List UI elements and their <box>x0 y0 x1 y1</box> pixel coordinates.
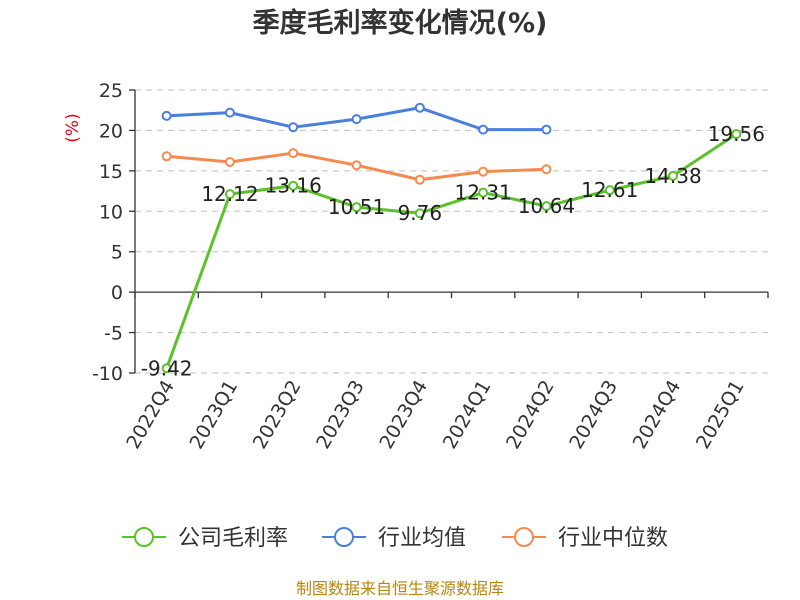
data-point[interactable] <box>351 160 362 171</box>
data-point[interactable] <box>478 124 489 135</box>
grid-lines <box>135 89 768 374</box>
data-point[interactable] <box>478 187 489 198</box>
data-point[interactable] <box>288 122 299 133</box>
data-point[interactable] <box>668 170 679 181</box>
x-tick-label: 2025Q1 <box>692 377 749 453</box>
data-label: 12.31 <box>455 181 512 205</box>
y-tick-label: 20 <box>99 120 123 142</box>
data-point[interactable] <box>351 114 362 125</box>
series-line <box>165 132 738 369</box>
y-tick-label: 10 <box>99 201 123 223</box>
y-axis-label: (%) <box>63 113 83 142</box>
data-point[interactable] <box>288 180 299 191</box>
x-tick-label: 2023Q3 <box>312 377 369 453</box>
data-point[interactable] <box>161 363 172 374</box>
data-point[interactable] <box>604 185 615 196</box>
data-label: -9.42 <box>141 356 193 380</box>
data-label: 14.38 <box>644 164 701 188</box>
data-label: 12.61 <box>581 178 638 202</box>
series-lines <box>161 102 742 374</box>
data-point[interactable] <box>414 174 425 185</box>
data-point[interactable] <box>351 202 362 213</box>
data-point[interactable] <box>414 102 425 113</box>
data-point[interactable] <box>161 151 172 162</box>
data-point[interactable] <box>541 164 552 175</box>
legend: 公司毛利率 行业均值 行业中位数 <box>122 526 668 551</box>
x-tick-label: 2024Q4 <box>629 377 686 453</box>
legend-label[interactable]: 公司毛利率 <box>178 526 288 551</box>
x-tick-label: 2023Q2 <box>249 377 306 453</box>
y-tick-label: -10 <box>92 363 123 385</box>
x-tick-label: 2024Q3 <box>565 377 622 453</box>
x-tick-label: 2023Q1 <box>186 377 243 453</box>
x-tick-label: 2024Q1 <box>439 377 496 453</box>
data-point[interactable] <box>161 110 172 121</box>
y-tick-label: 0 <box>111 282 123 304</box>
data-point[interactable] <box>541 124 552 135</box>
data-label: 10.64 <box>518 194 575 218</box>
data-label: 9.76 <box>398 201 443 225</box>
y-tick-label: 5 <box>111 242 123 264</box>
data-point[interactable] <box>224 107 235 118</box>
data-point[interactable] <box>731 128 742 139</box>
legend-label[interactable]: 行业中位数 <box>558 526 668 551</box>
x-tick-label: 2022Q4 <box>122 377 179 453</box>
data-point[interactable] <box>414 208 425 219</box>
data-point[interactable] <box>288 148 299 159</box>
data-label: 12.12 <box>201 182 258 206</box>
y-tick-label: 25 <box>99 80 123 102</box>
data-point[interactable] <box>541 201 552 212</box>
legend-marker-icon[interactable] <box>134 527 154 547</box>
y-tick-label: 15 <box>99 161 123 183</box>
data-label: 19.56 <box>708 122 765 146</box>
x-tick-label: 2023Q4 <box>375 377 432 453</box>
data-label: 13.16 <box>265 174 322 198</box>
legend-marker-icon[interactable] <box>334 527 354 547</box>
legend-marker-icon[interactable] <box>514 527 534 547</box>
source-note: 制图数据来自恒生聚源数据库 <box>296 579 504 598</box>
data-point[interactable] <box>478 166 489 177</box>
y-tick-label: -5 <box>104 323 123 345</box>
legend-label[interactable]: 行业均值 <box>378 526 466 551</box>
data-point[interactable] <box>224 156 235 167</box>
data-point[interactable] <box>224 189 235 200</box>
data-label: 10.51 <box>328 195 385 219</box>
x-tick-label: 2024Q2 <box>502 377 559 453</box>
chart-title: 季度毛利率变化情况(%) <box>253 7 548 39</box>
